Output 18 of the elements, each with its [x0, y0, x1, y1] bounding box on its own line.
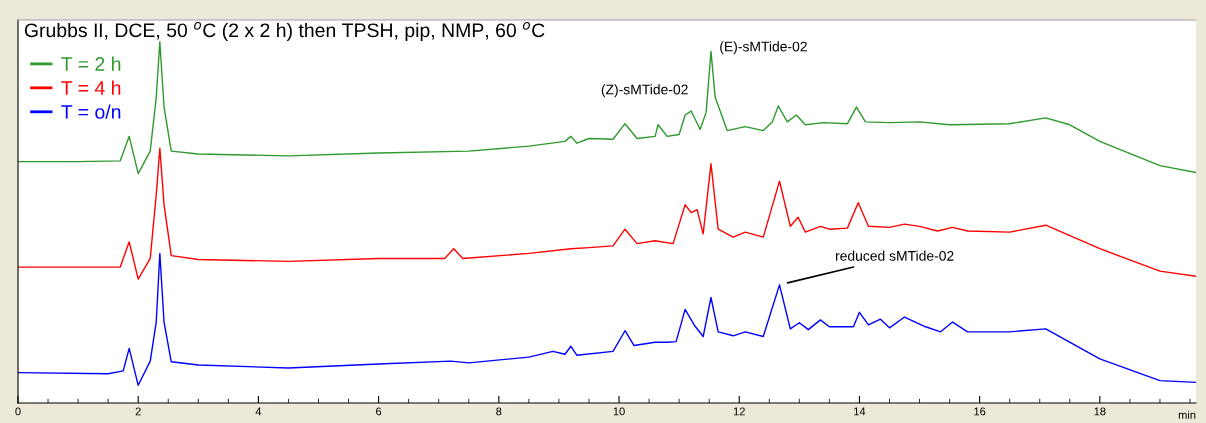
x-tick-label: 0: [15, 407, 21, 416]
x-tick-label: 8: [496, 407, 502, 416]
x-tick-label: 6: [376, 407, 382, 416]
x-tick-label: 2: [135, 407, 141, 416]
legend-label: T = 4 h: [61, 80, 121, 95]
x-axis-title: min: [1178, 410, 1196, 419]
x-tick-label: 10: [613, 407, 625, 416]
x-tick-label: 18: [1094, 407, 1106, 416]
chart-title: Grubbs II, DCE, 50 $^{o}$C (2 x 2 h) then TPSH, pip, NMP, 60 $^{o}$C: [24, 21, 545, 42]
legend-label: T = 2 h: [61, 56, 121, 71]
x-tick-label: 12: [733, 407, 745, 416]
legend-label: T = o/n: [61, 104, 121, 119]
annotation: reduced sMTide-02: [835, 250, 954, 261]
x-tick-label: 16: [974, 407, 986, 416]
x-tick-label: 4: [255, 407, 262, 416]
annotation: (Z)-sMTide-02: [601, 84, 688, 98]
annotation: (E)-sMTide-02: [720, 41, 807, 55]
x-tick-label: 14: [854, 407, 866, 416]
